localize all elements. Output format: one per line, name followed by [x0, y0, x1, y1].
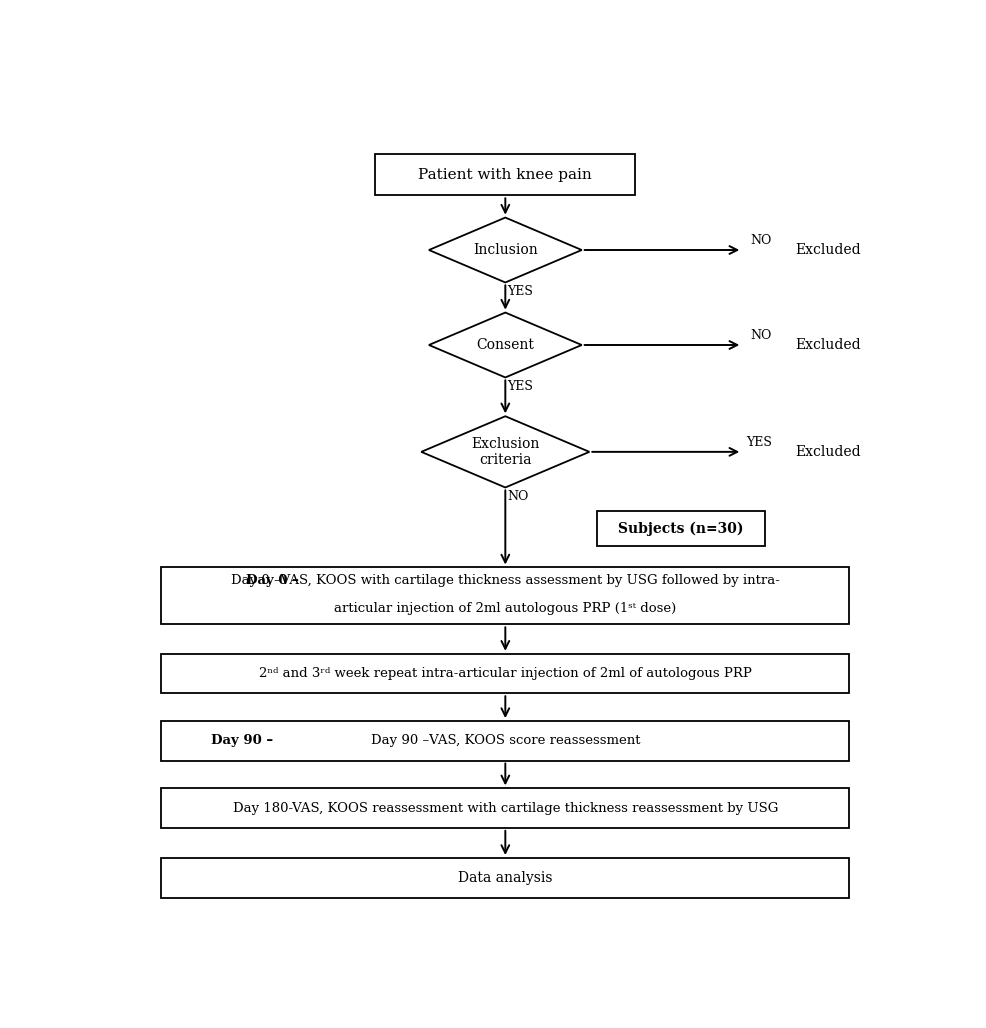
Bar: [597, 511, 765, 546]
Bar: [162, 858, 849, 897]
Text: Excluded: Excluded: [796, 445, 862, 458]
Text: Day 180-VAS, KOOS reassessment with cartilage thickness reassessment by USG: Day 180-VAS, KOOS reassessment with cart…: [233, 802, 778, 814]
Text: Day 0 –: Day 0 –: [246, 574, 299, 587]
Bar: [162, 567, 849, 624]
Bar: [162, 654, 849, 693]
Polygon shape: [429, 218, 582, 283]
Text: Patient with knee pain: Patient with knee pain: [418, 168, 593, 182]
Text: Inclusion: Inclusion: [473, 243, 537, 257]
Text: Consent: Consent: [476, 338, 534, 352]
Text: YES: YES: [507, 286, 532, 298]
Text: YES: YES: [507, 380, 532, 394]
Bar: [376, 154, 635, 195]
Text: 2ⁿᵈ and 3ʳᵈ week repeat intra-articular injection of 2ml of autologous PRP: 2ⁿᵈ and 3ʳᵈ week repeat intra-articular …: [259, 667, 751, 680]
Text: Day 0 –VAS, KOOS with cartilage thickness assessment by USG followed by intra-: Day 0 –VAS, KOOS with cartilage thicknes…: [231, 574, 780, 587]
Text: Excluded: Excluded: [796, 338, 862, 352]
Bar: [162, 721, 849, 761]
Text: NO: NO: [750, 329, 771, 342]
Text: articular injection of 2ml autologous PRP (1ˢᵗ dose): articular injection of 2ml autologous PR…: [334, 602, 676, 615]
Text: NO: NO: [507, 490, 528, 504]
Text: Excluded: Excluded: [796, 243, 862, 257]
Text: YES: YES: [746, 436, 772, 449]
Polygon shape: [429, 313, 582, 377]
Text: Subjects (n=30): Subjects (n=30): [618, 521, 743, 536]
Text: Day 90 –: Day 90 –: [211, 734, 273, 747]
Text: Exclusion
criteria: Exclusion criteria: [471, 437, 539, 467]
Text: Day 90 –VAS, KOOS score reassessment: Day 90 –VAS, KOOS score reassessment: [371, 734, 640, 747]
Bar: [162, 788, 849, 828]
Polygon shape: [421, 416, 590, 487]
Text: NO: NO: [750, 234, 771, 247]
Text: Data analysis: Data analysis: [458, 871, 552, 885]
